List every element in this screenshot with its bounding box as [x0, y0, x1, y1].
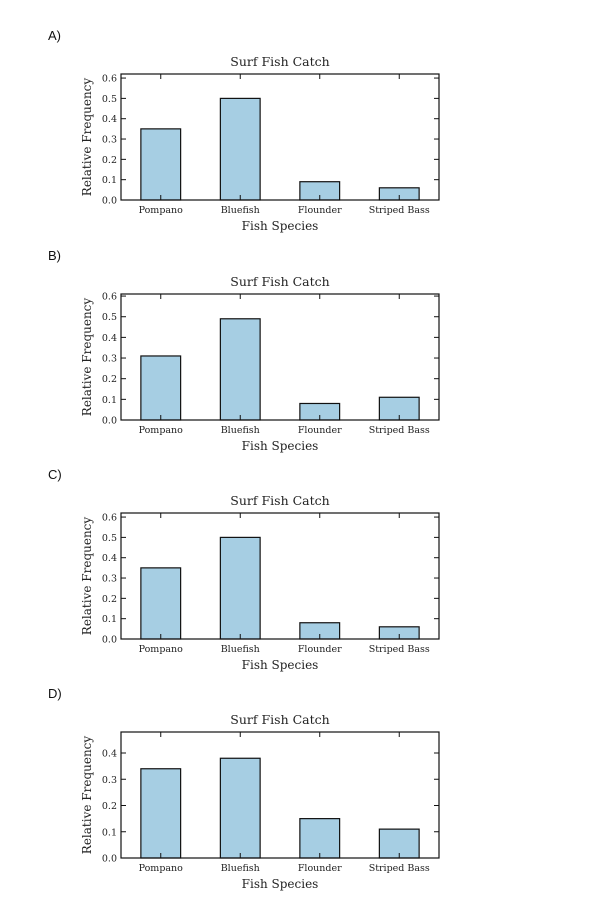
x-tick-label: Pompano — [139, 425, 184, 436]
bar-bluefish — [219, 757, 261, 859]
x-tick-label: Pompano — [139, 644, 184, 655]
option-b-panel: B) Surf Fish Catch 0.0 0.1 0.2 0.3 0.4 0.5 0.6 P… — [0, 248, 607, 468]
y-tick-label: 0.6 — [102, 74, 117, 85]
x-tick-label: Striped Bass — [369, 863, 430, 874]
y-tick-label: 0.4 — [102, 749, 117, 760]
plot-frame — [120, 512, 440, 640]
x-tick-label: Striped Bass — [369, 425, 430, 436]
bar-bluefish — [219, 536, 261, 640]
y-tick-label: 0.5 — [102, 312, 117, 323]
x-tick-label: Flounder — [298, 863, 342, 874]
y-tick-label: 0.1 — [102, 175, 117, 186]
y-tick-label: 0.3 — [102, 775, 117, 786]
x-tick-label: Pompano — [139, 863, 184, 874]
chart-title: Surf Fish Catch — [230, 493, 329, 508]
option-label: A) — [48, 28, 61, 43]
bar-pompano — [140, 567, 182, 640]
x-tick-label: Pompano — [139, 205, 184, 216]
x-tick-label: Bluefish — [221, 644, 260, 655]
y-axis-label: Relative Frequency — [80, 78, 94, 197]
y-tick-label: 0.1 — [102, 395, 117, 406]
x-tick-label: Bluefish — [221, 863, 260, 874]
y-tick-label: 0.1 — [102, 827, 117, 838]
bar-bluefish — [219, 318, 261, 421]
bar-bluefish — [219, 97, 261, 201]
y-axis-label: Relative Frequency — [80, 736, 94, 855]
x-tick-label: Striped Bass — [369, 644, 430, 655]
x-axis-label: Fish Species — [242, 219, 319, 233]
bar-chart: Surf Fish Catch 0.0 0.1 0.2 0.3 0.4 Pompano Blu… — [80, 712, 440, 891]
bar-pompano — [140, 355, 182, 421]
y-tick-label: 0.3 — [102, 135, 117, 146]
x-tick-label: Striped Bass — [369, 205, 430, 216]
plot-frame — [120, 731, 440, 859]
y-tick-label: 0.0 — [102, 635, 117, 646]
option-d-panel: D) Surf Fish Catch 0.0 0.1 0.2 0.3 0.4 Pompano… — [0, 686, 607, 906]
y-tick-label: 0.4 — [102, 333, 117, 344]
x-tick-label: Flounder — [298, 205, 342, 216]
y-axis-label: Relative Frequency — [80, 517, 94, 636]
y-tick-label: 0.2 — [102, 801, 117, 812]
y-tick-label: 0.2 — [102, 594, 117, 605]
bar-flounder — [299, 818, 341, 859]
x-tick-label: Bluefish — [221, 205, 260, 216]
y-tick-label: 0.4 — [102, 114, 117, 125]
option-c-panel: C) Surf Fish Catch 0.0 0.1 0.2 0.3 0.4 0.5 0.6 P… — [0, 467, 607, 687]
y-tick-label: 0.1 — [102, 614, 117, 625]
y-tick-label: 0.3 — [102, 354, 117, 365]
option-a-panel: A) Surf Fish Catch 0.0 0.1 0.2 0.3 0.4 0.5 0.6 P… — [0, 28, 607, 248]
x-axis-label: Fish Species — [242, 658, 319, 672]
y-tick-label: 0.6 — [102, 513, 117, 524]
option-label: D) — [48, 686, 62, 701]
x-tick-label: Bluefish — [221, 425, 260, 436]
plot-frame — [120, 293, 440, 421]
y-tick-label: 0.3 — [102, 574, 117, 585]
y-tick-label: 0.0 — [102, 196, 117, 207]
y-tick-label: 0.4 — [102, 553, 117, 564]
x-tick-label: Flounder — [298, 425, 342, 436]
option-label: C) — [48, 467, 62, 482]
chart-title: Surf Fish Catch — [230, 54, 329, 69]
chart-title: Surf Fish Catch — [230, 712, 329, 727]
y-tick-label: 0.5 — [102, 94, 117, 105]
bar-pompano — [140, 128, 182, 201]
y-tick-label: 0.2 — [102, 155, 117, 166]
plot-frame — [120, 73, 440, 201]
y-tick-label: 0.0 — [102, 416, 117, 427]
x-tick-label: Flounder — [298, 644, 342, 655]
bar-chart: Surf Fish Catch 0.0 0.1 0.2 0.3 0.4 0.5 0.6 Pomp… — [80, 54, 440, 233]
y-axis-label: Relative Frequency — [80, 298, 94, 417]
option-label: B) — [48, 248, 61, 263]
y-tick-label: 0.0 — [102, 854, 117, 865]
bar-chart: Surf Fish Catch 0.0 0.1 0.2 0.3 0.4 0.5 0.6 Pomp… — [80, 274, 440, 453]
y-tick-label: 0.2 — [102, 374, 117, 385]
y-tick-label: 0.5 — [102, 533, 117, 544]
chart-title: Surf Fish Catch — [230, 274, 329, 289]
x-axis-label: Fish Species — [242, 877, 319, 891]
bar-chart: Surf Fish Catch 0.0 0.1 0.2 0.3 0.4 0.5 0.6 Pomp… — [80, 493, 440, 672]
x-axis-label: Fish Species — [242, 439, 319, 453]
y-tick-label: 0.6 — [102, 292, 117, 303]
bar-pompano — [140, 768, 182, 859]
